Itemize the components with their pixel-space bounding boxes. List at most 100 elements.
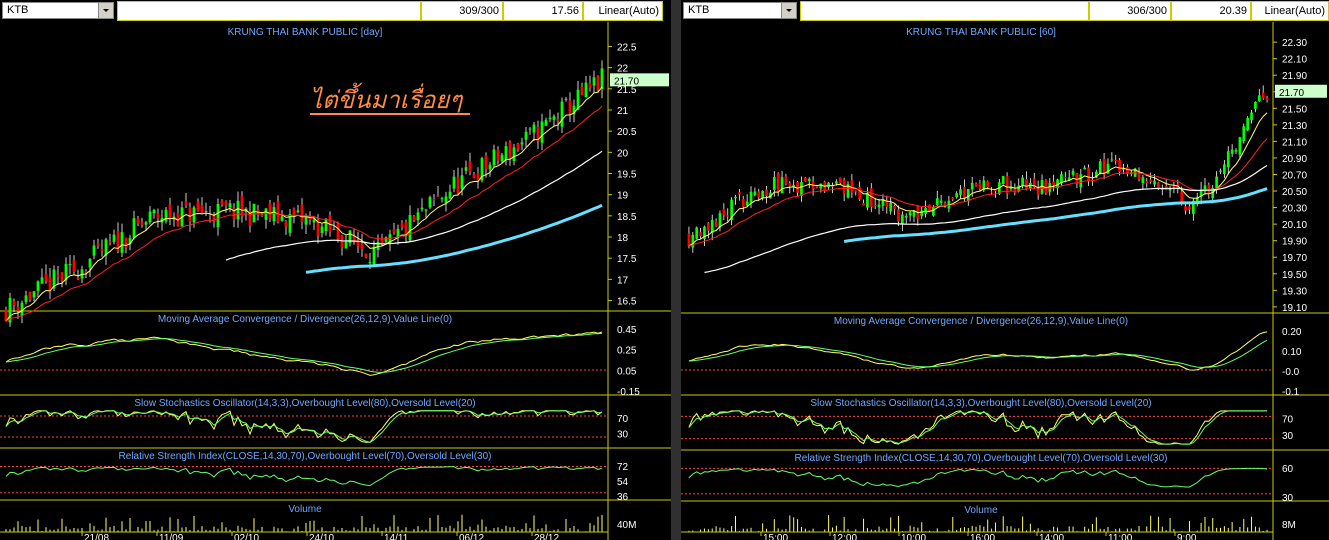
candle-body xyxy=(726,215,730,217)
candle-body xyxy=(584,82,588,98)
left-scale-box[interactable]: Linear(Auto) xyxy=(583,1,663,21)
candle-body xyxy=(730,199,733,221)
time-tick-label: 10:00 xyxy=(901,533,926,540)
candle-body xyxy=(1153,180,1156,185)
candle-body xyxy=(978,183,982,189)
time-tick-label: 06/12 xyxy=(459,533,484,540)
candle-body xyxy=(524,131,528,140)
candle-body xyxy=(1145,180,1149,184)
right-count: 306/300 xyxy=(1127,5,1167,17)
candle-body xyxy=(424,209,428,211)
macd-tick-label: -0.0 xyxy=(1282,367,1300,378)
candle-body xyxy=(60,272,64,281)
candle-body xyxy=(500,154,504,162)
candle-body xyxy=(1207,184,1211,194)
price-tick-label: 22 xyxy=(617,64,629,75)
candle-body xyxy=(1056,179,1059,189)
rsi-tick-label: 72 xyxy=(617,462,629,473)
right-scale-box[interactable]: Linear(Auto) xyxy=(1251,1,1329,21)
candle-body xyxy=(1211,188,1215,199)
stoch-tick-label: 30 xyxy=(617,430,629,441)
candle-body xyxy=(228,203,232,208)
candle-body xyxy=(788,183,792,187)
candle-body xyxy=(877,204,881,208)
candle-body xyxy=(464,167,468,171)
left-chart-window: KTB 309/300 17.56 Linear(Auto) KRUNG THA… xyxy=(0,0,671,540)
candle-body xyxy=(572,106,576,115)
candle-body xyxy=(1052,181,1056,186)
candle-body xyxy=(1067,177,1071,181)
candle-body xyxy=(340,235,344,248)
candle-body xyxy=(268,203,272,219)
candle-body xyxy=(772,176,776,190)
chart-title: KRUNG THAI BANK PUBLIC [60] xyxy=(906,27,1056,38)
candle-body xyxy=(1079,174,1083,188)
candle-body xyxy=(392,228,396,233)
left-count: 309/300 xyxy=(459,5,499,17)
ma-mid-line xyxy=(688,138,1268,247)
candle-body xyxy=(408,214,412,241)
price-tick-label: 19.5 xyxy=(617,170,637,181)
candle-body xyxy=(156,213,160,219)
candle-body xyxy=(1188,206,1191,210)
chevron-down-icon[interactable] xyxy=(781,3,796,18)
candle-body xyxy=(1001,176,1005,185)
candle-body xyxy=(695,227,699,239)
candle-body xyxy=(508,142,512,159)
right-chart-canvas: KRUNG THAI BANK PUBLIC [60] Moving Averag… xyxy=(681,22,1329,540)
candle-body xyxy=(1238,137,1242,155)
chart-title: KRUNG THAI BANK PUBLIC [day] xyxy=(228,27,383,38)
candle-body xyxy=(1021,177,1024,187)
candle-body xyxy=(951,197,955,200)
candle-body xyxy=(92,245,96,256)
candle-body xyxy=(1230,149,1234,154)
time-tick-label: 14:00 xyxy=(1039,533,1064,540)
candle-body xyxy=(932,207,935,216)
candle-body xyxy=(300,204,304,222)
candle-body xyxy=(100,248,104,252)
right-symbol-select[interactable]: KTB xyxy=(683,2,797,19)
volume-title: Volume xyxy=(964,505,998,516)
window-splitter[interactable] xyxy=(671,0,681,540)
macd-line xyxy=(688,331,1268,371)
candle-body xyxy=(1254,102,1257,109)
candle-body xyxy=(104,239,108,256)
candle-body xyxy=(1017,185,1021,192)
candle-body xyxy=(188,207,192,222)
candle-body xyxy=(885,200,889,207)
price-tick-label: 20 xyxy=(617,148,629,159)
left-symbol-select[interactable]: KTB xyxy=(2,2,114,19)
candle-body xyxy=(1071,170,1075,175)
candle-body xyxy=(990,191,993,193)
candle-body xyxy=(352,235,356,242)
candle-body xyxy=(928,204,931,212)
candle-body xyxy=(192,207,196,223)
candle-body xyxy=(1257,95,1261,102)
candle-body xyxy=(691,234,695,248)
stoch-d-line xyxy=(5,410,603,443)
candle-body xyxy=(912,210,916,217)
candle-body xyxy=(492,149,496,166)
candle-body xyxy=(4,309,8,322)
candle-body xyxy=(564,98,568,100)
price-tick-label: 19 xyxy=(617,191,629,202)
candle-body xyxy=(1250,112,1253,121)
price-tick-label: 22.10 xyxy=(1282,55,1307,66)
candle-body xyxy=(544,120,548,126)
candle-body xyxy=(869,188,873,207)
candle-body xyxy=(516,143,520,150)
candle-body xyxy=(196,201,200,211)
candle-body xyxy=(1219,170,1222,172)
candle-body xyxy=(862,203,865,206)
chevron-down-icon[interactable] xyxy=(98,3,113,18)
candle-body xyxy=(144,222,148,225)
macd-line xyxy=(5,331,603,376)
candle-body xyxy=(1060,174,1063,184)
ma-short-line xyxy=(5,86,603,322)
stochastic-title: Slow Stochastics Oscillator(14,3,3),Over… xyxy=(810,398,1151,409)
candle-body xyxy=(20,302,24,317)
time-tick-label: 16:00 xyxy=(970,533,995,540)
candle-body xyxy=(1223,164,1226,175)
candle-body xyxy=(970,182,974,190)
candle-body xyxy=(364,253,368,258)
